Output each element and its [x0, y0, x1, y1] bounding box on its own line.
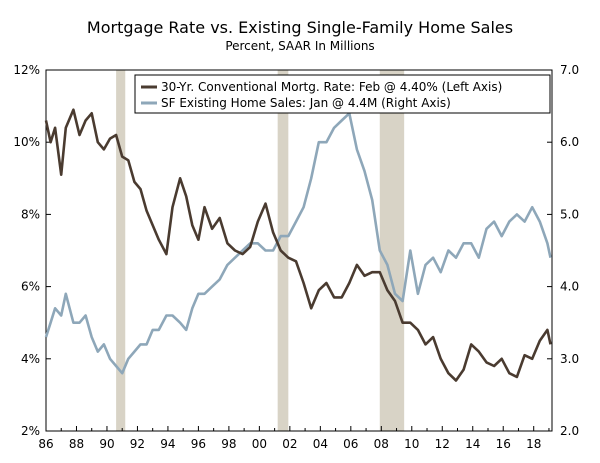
x-tick-label: 88 — [69, 437, 84, 451]
plot-frame — [45, 69, 553, 432]
legend-label-0: 30-Yr. Conventional Mortg. Rate: Feb @ 4… — [161, 80, 502, 94]
right-tick-label: 7.0 — [560, 63, 579, 77]
recession-band-2 — [379, 70, 405, 431]
recession-band-1 — [277, 70, 289, 431]
x-tick-label: 08 — [374, 437, 389, 451]
x-tick-label: 10 — [404, 437, 419, 451]
right-tick-label: 4.0 — [560, 280, 579, 294]
right-tick-label: 2.0 — [560, 424, 579, 438]
x-tick-label: 94 — [160, 437, 175, 451]
chart-subtitle: Percent, SAAR In Millions — [225, 39, 375, 53]
x-tick-label: 92 — [130, 437, 145, 451]
x-tick-label: 12 — [435, 437, 450, 451]
left-tick-label: 6% — [21, 280, 40, 294]
left-tick-label: 8% — [21, 207, 40, 221]
x-tick-label: 14 — [465, 437, 480, 451]
x-tick-label: 18 — [526, 437, 541, 451]
legend-label-1: SF Existing Home Sales: Jan @ 4.4M (Righ… — [161, 96, 451, 110]
x-tick-label: 86 — [38, 437, 53, 451]
x-tick-label: 02 — [282, 437, 297, 451]
right-tick-label: 6.0 — [560, 135, 579, 149]
mortgage-rate-line — [44, 108, 552, 382]
legend-box — [134, 74, 551, 114]
left-tick-label: 4% — [21, 352, 40, 366]
right-tick-label: 3.0 — [560, 352, 579, 366]
x-tick-label: 90 — [99, 437, 114, 451]
right-tick-label: 5.0 — [560, 207, 579, 221]
x-tick-label: 98 — [221, 437, 236, 451]
left-tick-label: 2% — [21, 424, 40, 438]
x-tick-label: 06 — [343, 437, 358, 451]
left-tick-label: 12% — [13, 63, 40, 77]
recession-band-0 — [116, 70, 126, 431]
chart-title: Mortgage Rate vs. Existing Single-Family… — [86, 18, 514, 37]
x-tick-label: 96 — [191, 437, 206, 451]
left-tick-label: 10% — [13, 135, 40, 149]
x-tick-label: 00 — [252, 437, 267, 451]
x-tick-label: 16 — [496, 437, 511, 451]
home-sales-line — [44, 112, 552, 375]
x-tick-label: 04 — [313, 437, 328, 451]
